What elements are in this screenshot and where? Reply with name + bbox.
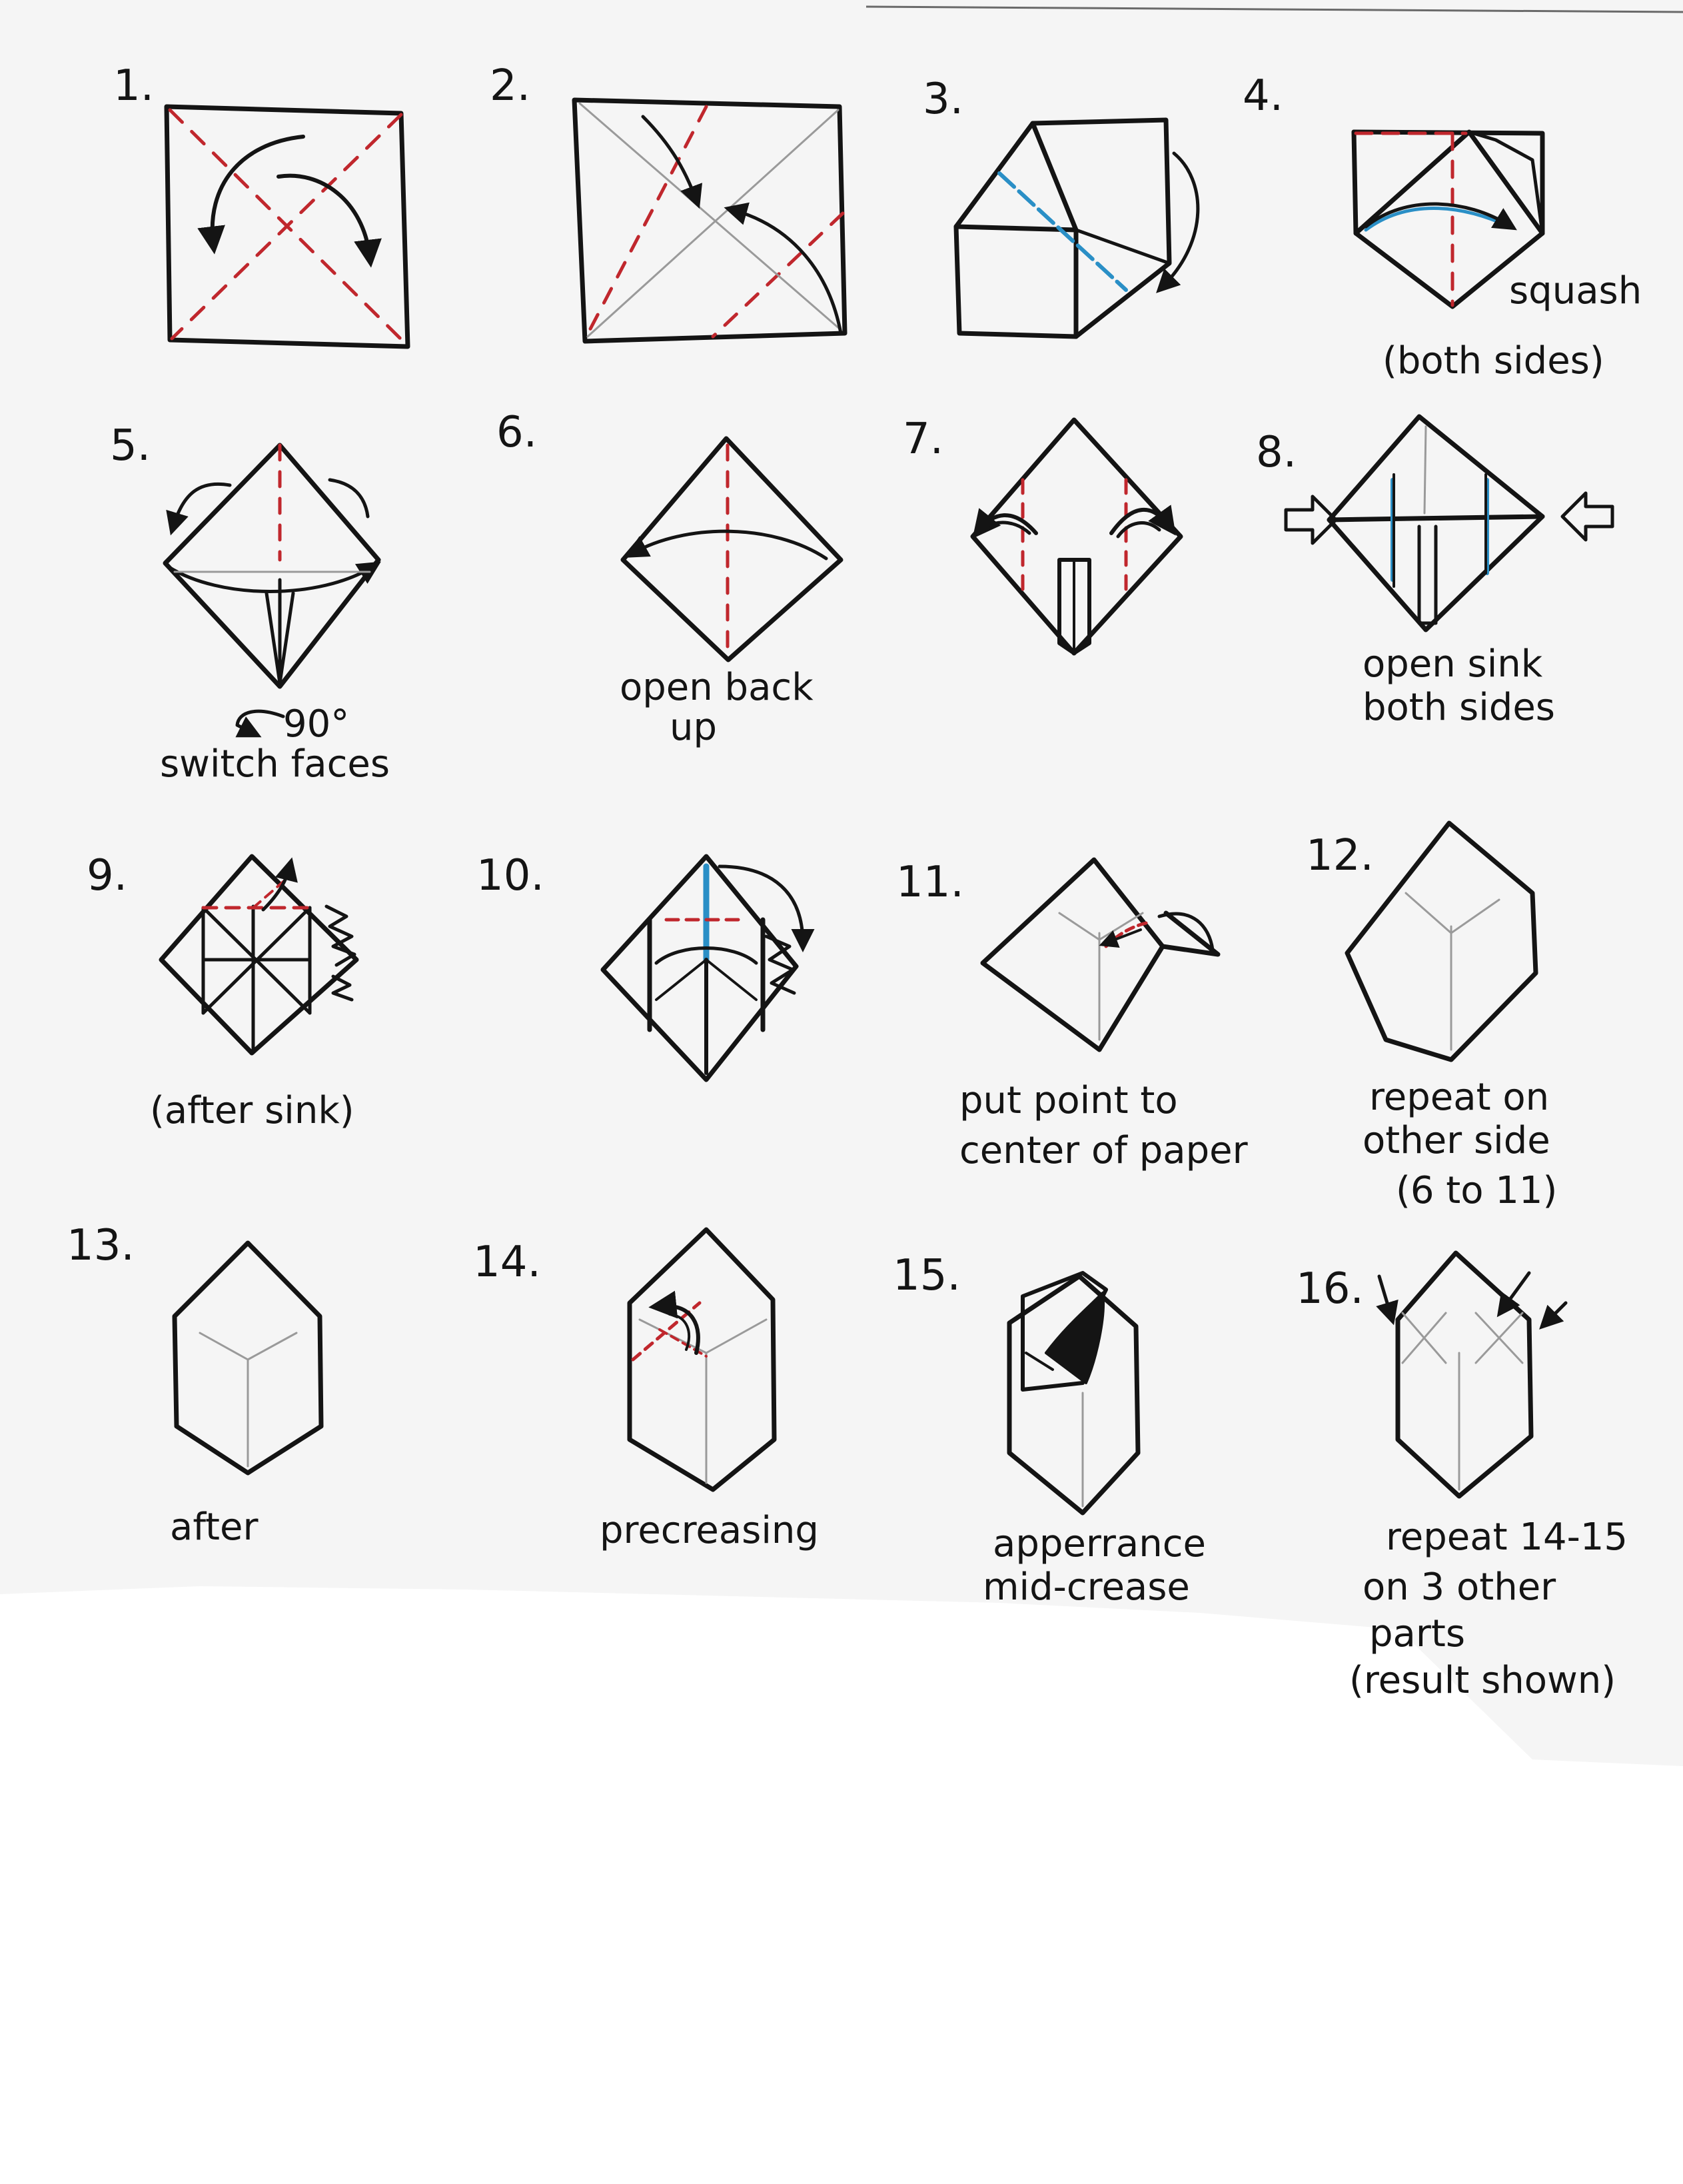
step-9-number: 9. — [87, 851, 127, 900]
step-7-number: 7. — [903, 415, 943, 464]
step-12-number: 12. — [1306, 831, 1374, 880]
step-2-diagram — [572, 97, 847, 344]
step-11-caption-line-2: center of paper — [959, 1129, 1249, 1172]
step-8-caption-line-2: both sides — [1363, 686, 1555, 729]
step-7-diagram — [970, 417, 1183, 656]
step-15-caption-line-1: apperrance — [993, 1522, 1206, 1566]
paper-scan-area — [0, 0, 1683, 1766]
step-9-caption-line-1: (after sink) — [150, 1089, 354, 1132]
step-6-caption-line-2: up — [670, 706, 717, 749]
step-8-caption-line-1: open sink — [1363, 642, 1543, 686]
step-16-number: 16. — [1296, 1264, 1364, 1314]
step-11-caption-line-1: put point to — [959, 1079, 1178, 1122]
step-13-caption-line-1: after — [170, 1506, 259, 1549]
step-13-diagram — [172, 1240, 324, 1476]
step-12-caption-line-2: other side — [1363, 1119, 1550, 1162]
step-16-caption-line-4: (result shown) — [1349, 1659, 1616, 1702]
step-14-diagram — [627, 1227, 777, 1492]
step-13-number: 13. — [67, 1221, 135, 1270]
step-12-diagram — [1345, 820, 1538, 1062]
step-10-number: 10. — [476, 851, 544, 900]
step-5-caption-line-2: switch faces — [160, 742, 390, 786]
step-14-number: 14. — [473, 1238, 541, 1287]
step-12-caption-line-1: repeat on — [1369, 1076, 1549, 1119]
step-5-diagram — [163, 443, 381, 738]
step-1-diagram — [164, 104, 410, 349]
step-12-caption-line-3: (6 to 11) — [1396, 1169, 1557, 1212]
step-1-number: 1. — [113, 61, 154, 111]
step-3-diagram — [953, 117, 1200, 339]
page-top-rule — [865, 5, 1683, 13]
step-6-number: 6. — [496, 408, 537, 457]
step-5-number: 5. — [110, 421, 151, 471]
step-16-caption-line-1: repeat 14-15 — [1386, 1516, 1628, 1559]
step-16-caption-line-3: parts — [1369, 1612, 1465, 1655]
step-8-diagram — [1284, 414, 1614, 632]
step-11-number: 11. — [896, 858, 964, 907]
step-6-diagram — [620, 436, 843, 662]
step-15-number: 15. — [893, 1251, 961, 1300]
step-10-diagram — [600, 854, 815, 1082]
step-6-caption-line-1: open back — [620, 666, 814, 709]
step-16-caption-line-2: on 3 other — [1363, 1566, 1556, 1609]
step-11-diagram — [980, 857, 1221, 1052]
step-15-diagram — [1007, 1271, 1141, 1516]
step-4-number: 4. — [1243, 71, 1283, 121]
step-3-number: 3. — [923, 75, 963, 124]
step-14-caption-line-1: precreasing — [600, 1509, 819, 1552]
step-4-caption-line-1: squash — [1509, 269, 1642, 313]
step-9-diagram — [159, 854, 359, 1056]
step-5-caption-line-1: 90° — [283, 702, 349, 746]
step-15-caption-line-2: mid-crease — [983, 1566, 1190, 1609]
step-8-number: 8. — [1256, 428, 1297, 477]
step-16-diagram — [1376, 1250, 1568, 1499]
step-4-caption-line-2: (both sides) — [1383, 339, 1604, 383]
step-4-diagram — [1351, 129, 1545, 309]
step-2-number: 2. — [490, 61, 530, 111]
